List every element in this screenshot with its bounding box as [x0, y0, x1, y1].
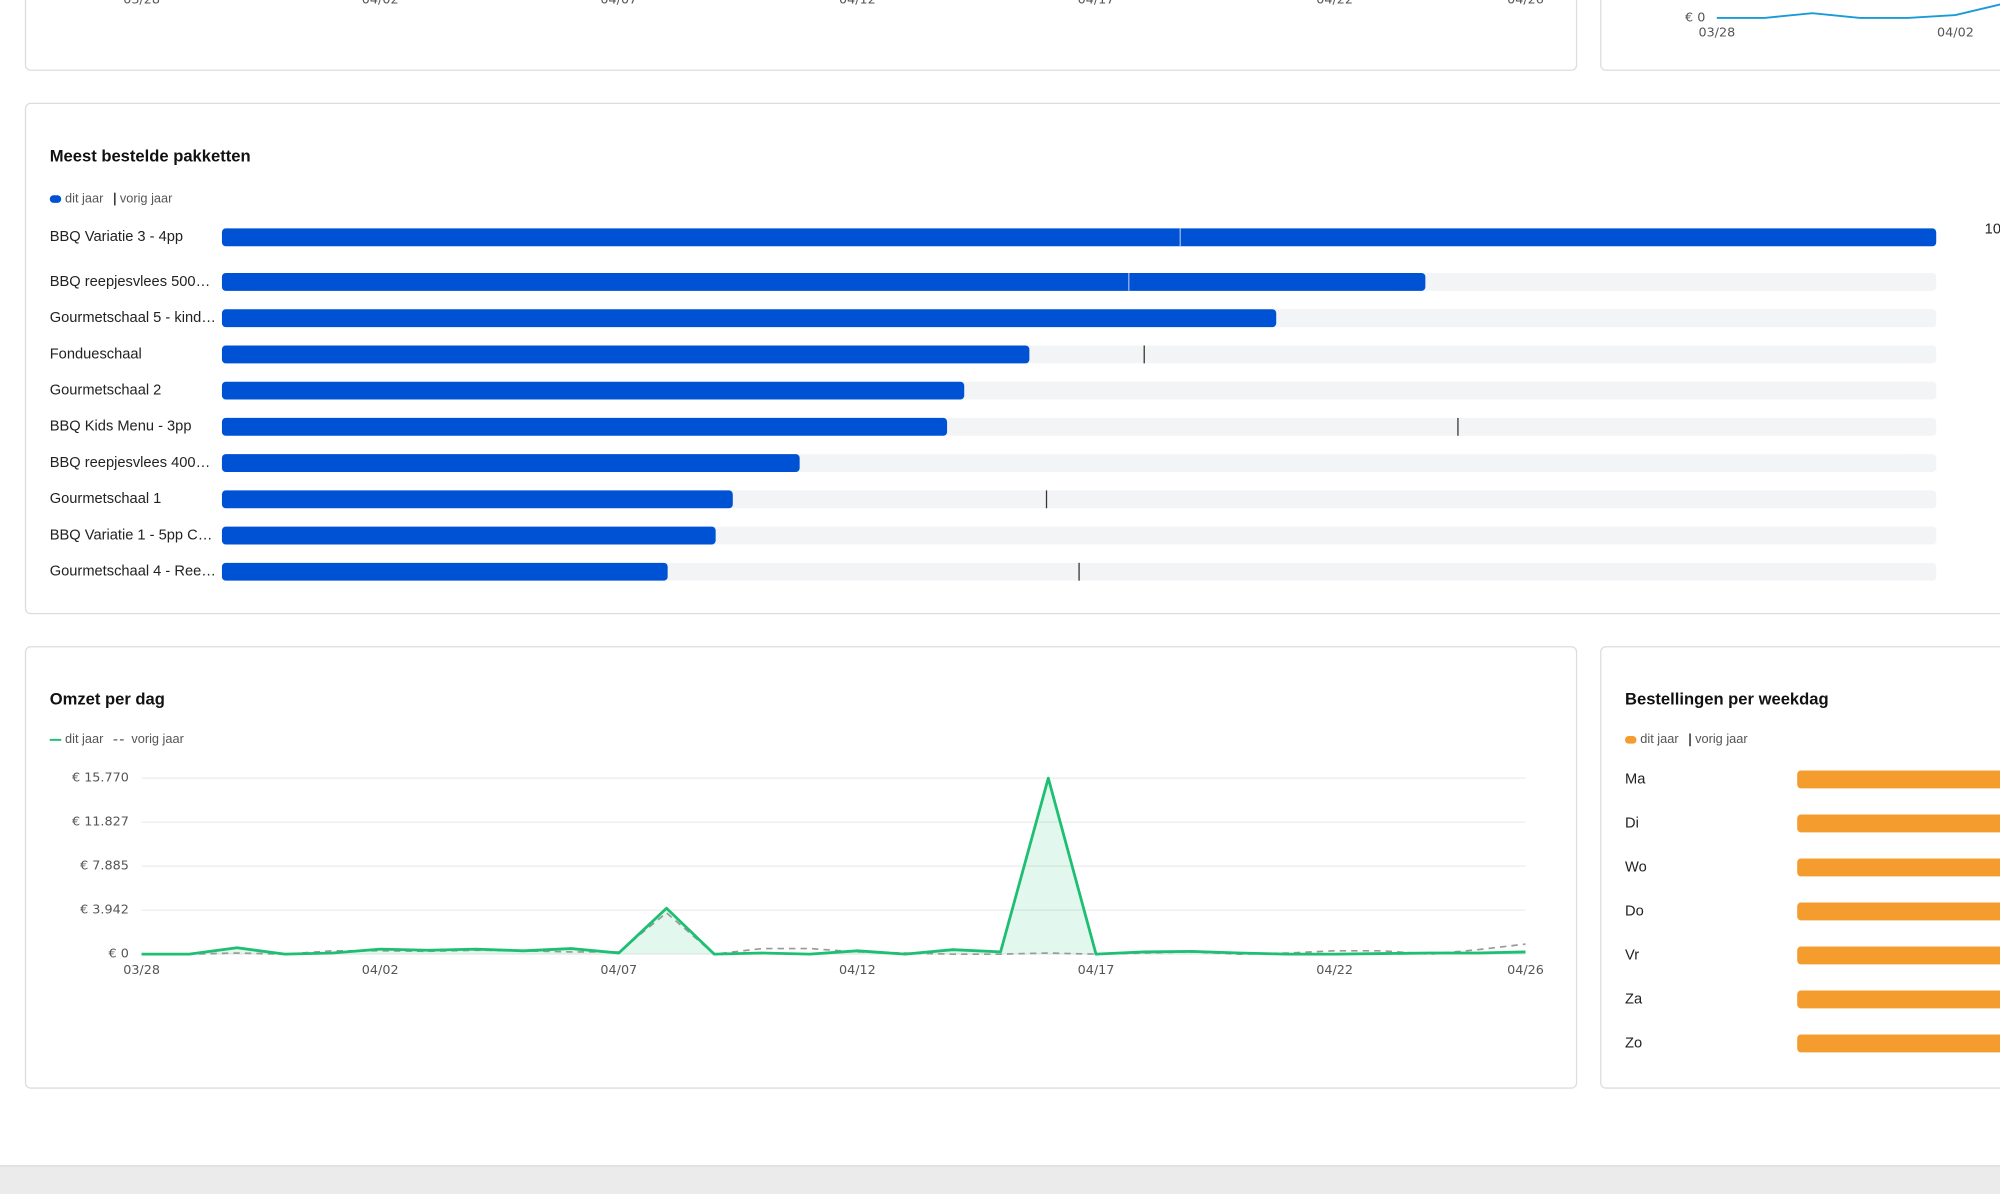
bar: [221, 562, 668, 581]
x-tick-label: 03/28: [123, 0, 160, 8]
legend-label: dit jaar: [1640, 731, 1679, 746]
bar: [221, 454, 800, 472]
x-tick-label: 04/07: [600, 963, 637, 978]
card-title: Bestellingen per weekdag: [1625, 690, 1829, 709]
card: [24, 0, 1578, 71]
bar: [1797, 1034, 2000, 1053]
card-title: Meest bestelde pakketten: [50, 146, 251, 165]
legend-swatch: [1625, 736, 1637, 744]
category-label: Do: [1625, 903, 1644, 919]
value-label: 10: [1985, 222, 2000, 238]
category-label: Gourmetschaal 5 - kind…: [50, 310, 216, 326]
x-tick-label: 04/02: [362, 0, 399, 8]
category-label: Fondueschaal: [50, 346, 142, 362]
category-label: Di: [1625, 815, 1639, 831]
category-label: Gourmetschaal 4 - Ree…: [50, 564, 216, 580]
category-label: Zo: [1625, 1035, 1642, 1051]
category-label: Za: [1625, 991, 1643, 1007]
x-tick-label: 04/02: [1937, 26, 1974, 41]
category-label: Gourmetschaal 1: [50, 491, 162, 507]
bar: [1797, 902, 2000, 921]
bar: [221, 526, 716, 545]
legend-label: vorig jaar: [1695, 731, 1748, 746]
category-label: BBQ Variatie 1 - 5pp C…: [50, 527, 213, 543]
bar: [221, 309, 1277, 328]
category-label: Gourmetschaal 2: [50, 382, 162, 398]
line: [141, 776, 1526, 956]
category-label: BBQ reepjesvlees 400…: [50, 455, 210, 471]
bar: [221, 417, 948, 436]
bar: [1797, 770, 2000, 789]
y-tick-label: € 0: [109, 947, 129, 962]
bar: [221, 273, 1426, 291]
x-tick-label: 04/26: [1507, 0, 1544, 8]
y-tick-label: € 11.827: [72, 815, 129, 830]
legend-swatch: [49, 195, 62, 203]
category-label: BBQ Kids Menu - 3pp: [50, 419, 192, 435]
x-tick-label: 04/02: [362, 963, 399, 978]
x-tick-label: 04/17: [1078, 0, 1115, 8]
footer-strip: [0, 1165, 2000, 1194]
y-tick-label: € 15.770: [72, 771, 129, 786]
bar: [221, 490, 733, 509]
bar: [221, 228, 1937, 247]
card-title: Omzet per dag: [50, 690, 165, 709]
x-tick-label: 04/07: [600, 0, 637, 8]
x-tick-label: 03/28: [123, 963, 160, 978]
line: [1716, 3, 2000, 19]
category-label: Vr: [1625, 947, 1639, 963]
legend-label: vorig jaar: [131, 731, 184, 746]
x-tick-label: 04/12: [839, 0, 876, 8]
y-tick-label: € 0: [1685, 10, 1705, 25]
legend-label: dit jaar: [65, 190, 104, 205]
bar: [221, 345, 1030, 364]
x-tick-label: 04/22: [1316, 963, 1353, 978]
category-label: BBQ Variatie 3 - 4pp: [50, 229, 183, 245]
category-label: Ma: [1625, 771, 1646, 787]
y-tick-label: € 3.942: [80, 903, 129, 918]
legend-label: dit jaar: [65, 731, 104, 746]
bar: [1797, 814, 2000, 833]
card: [24, 646, 1578, 1089]
category-label: BBQ reepjesvlees 500…: [50, 274, 210, 290]
x-tick-label: 04/17: [1078, 963, 1115, 978]
bar: [1797, 858, 2000, 877]
category-label: Wo: [1625, 859, 1647, 875]
bar: [221, 381, 965, 400]
x-tick-label: 03/28: [1698, 26, 1735, 41]
x-tick-label: 04/26: [1507, 963, 1544, 978]
y-tick-label: € 7.885: [80, 859, 129, 874]
x-tick-label: 04/22: [1316, 0, 1353, 8]
bar: [1797, 990, 2000, 1009]
bar: [1797, 946, 2000, 965]
x-tick-label: 04/12: [839, 963, 876, 978]
legend-label: vorig jaar: [120, 190, 173, 205]
